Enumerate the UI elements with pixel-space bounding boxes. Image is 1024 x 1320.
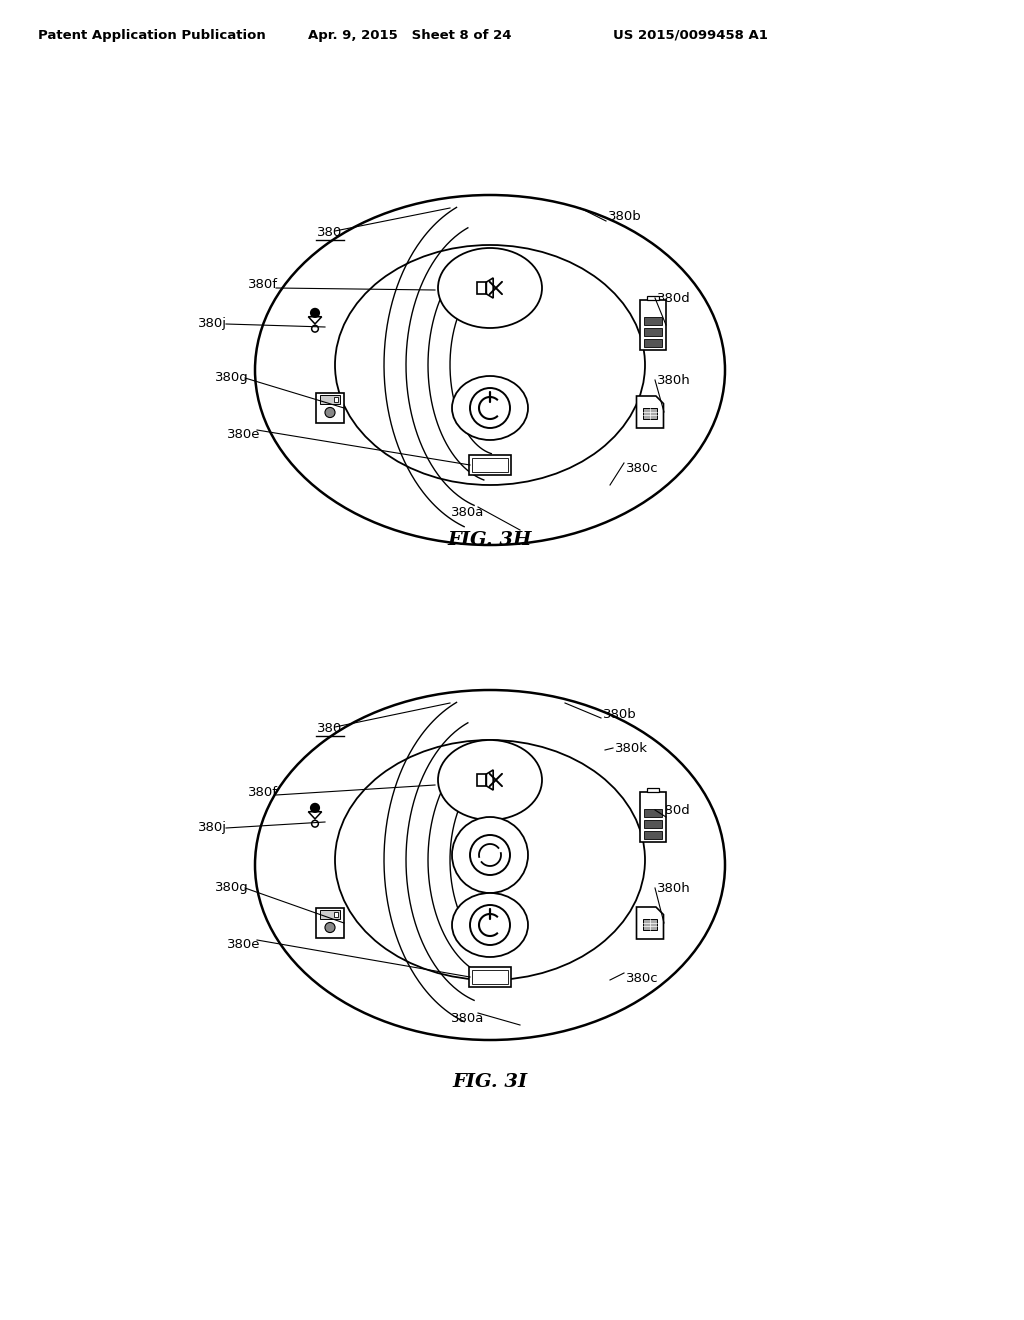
Bar (472, 458, 508, 473)
Text: 380j: 380j (198, 821, 227, 834)
Text: Apr. 9, 2015   Sheet 8 of 24: Apr. 9, 2015 Sheet 8 of 24 (308, 29, 512, 41)
Bar (319, 395, 340, 404)
Text: 380g: 380g (215, 882, 249, 895)
Bar (644, 338, 663, 347)
Bar (644, 820, 663, 828)
Ellipse shape (452, 817, 528, 894)
Bar (334, 397, 338, 403)
Ellipse shape (255, 195, 725, 545)
Circle shape (470, 906, 510, 945)
Text: 380h: 380h (657, 882, 691, 895)
Polygon shape (486, 770, 494, 791)
Bar (643, 408, 657, 420)
Text: US 2015/0099458 A1: US 2015/0099458 A1 (612, 29, 767, 41)
Ellipse shape (452, 894, 528, 957)
Bar (316, 393, 344, 422)
Text: 380c: 380c (626, 462, 658, 474)
Ellipse shape (438, 741, 542, 820)
Bar (469, 968, 511, 987)
Text: 380: 380 (317, 722, 343, 735)
Text: 380j: 380j (198, 318, 227, 330)
Bar (640, 300, 666, 350)
Text: 380b: 380b (603, 708, 637, 721)
Bar (643, 919, 657, 931)
Text: Patent Application Publication: Patent Application Publication (38, 29, 266, 41)
Text: 380c: 380c (626, 972, 658, 985)
Circle shape (310, 309, 319, 317)
Bar (316, 908, 344, 939)
Bar (477, 774, 486, 785)
Text: 380e: 380e (227, 429, 260, 441)
Bar (319, 909, 340, 920)
Bar (647, 296, 658, 300)
Circle shape (470, 836, 510, 875)
Text: 380k: 380k (615, 742, 648, 755)
Ellipse shape (452, 376, 528, 440)
Text: 380a: 380a (452, 506, 484, 519)
Bar (647, 788, 658, 792)
Text: 380b: 380b (608, 210, 642, 223)
Polygon shape (637, 907, 664, 939)
Bar (644, 830, 663, 840)
Bar (472, 970, 508, 983)
Circle shape (325, 408, 335, 417)
Text: 380f: 380f (248, 785, 278, 799)
Bar (469, 455, 511, 475)
Circle shape (325, 923, 335, 932)
Ellipse shape (438, 248, 542, 327)
Polygon shape (486, 279, 494, 298)
Text: 380g: 380g (215, 371, 249, 384)
Ellipse shape (255, 690, 725, 1040)
Text: 380f: 380f (248, 279, 278, 292)
Polygon shape (637, 396, 664, 428)
Text: 380a: 380a (452, 1011, 484, 1024)
Circle shape (470, 388, 510, 428)
Text: 380d: 380d (657, 292, 691, 305)
Bar (334, 912, 338, 917)
Text: 380d: 380d (657, 804, 691, 817)
Text: FIG. 3I: FIG. 3I (453, 1073, 527, 1092)
Text: 380e: 380e (227, 939, 260, 952)
Text: 380: 380 (317, 227, 343, 239)
Text: 380h: 380h (657, 374, 691, 387)
Bar (640, 792, 666, 842)
Bar (477, 282, 486, 294)
Circle shape (310, 804, 319, 812)
Text: FIG. 3H: FIG. 3H (447, 531, 532, 549)
Bar (644, 327, 663, 337)
Bar (644, 317, 663, 325)
Bar (644, 809, 663, 817)
